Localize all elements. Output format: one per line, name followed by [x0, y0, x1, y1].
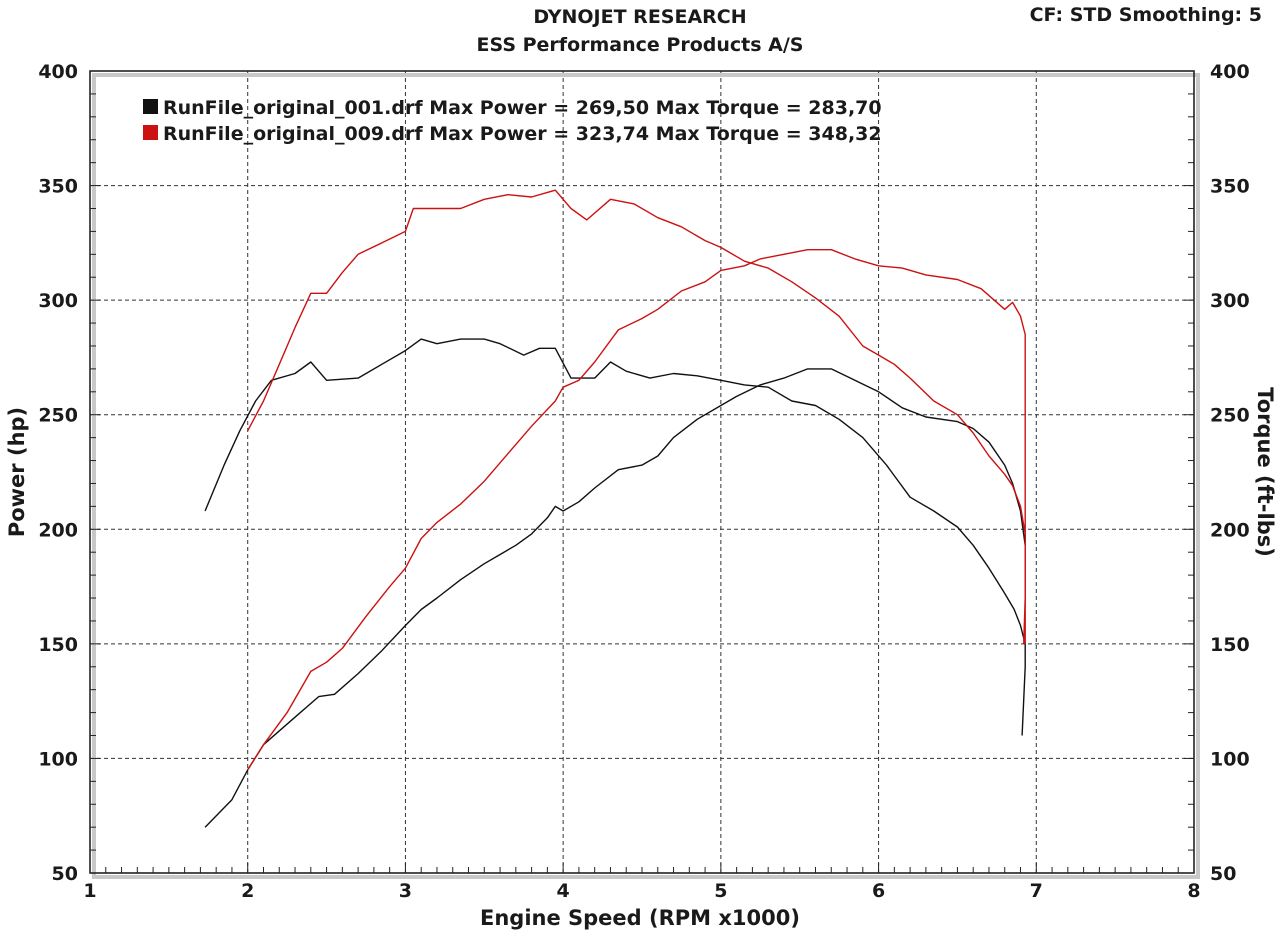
x-axis-label: Engine Speed (RPM x1000): [480, 906, 800, 930]
y-tick-label-left: 300: [38, 290, 78, 312]
legend: RunFile_original_001.drf Max Power = 269…: [143, 97, 882, 145]
y-tick-label-right: 150: [1210, 634, 1250, 656]
series-line-1: [204, 368, 1026, 828]
y-tick-label-right: 100: [1210, 748, 1250, 770]
plot-frame-border: [89, 70, 1195, 874]
y-tick-label-right: 250: [1210, 405, 1250, 427]
y-tick-label-left: 200: [38, 519, 78, 541]
chart-title: DYNOJET RESEARCH: [533, 6, 747, 28]
y-tick-label-left: 100: [38, 748, 78, 770]
x-tick-label: 2: [241, 880, 254, 902]
grid: [90, 71, 1194, 873]
series-line-4: [247, 189, 1026, 644]
x-tick-label: 6: [872, 880, 885, 902]
legend-swatch-1: [143, 99, 158, 114]
settings-readout: CF: STD Smoothing: 5: [1029, 4, 1262, 26]
x-tick-label: 7: [1030, 880, 1043, 902]
y-tick-label-right: 300: [1210, 290, 1250, 312]
x-tick-label: 5: [714, 880, 727, 902]
legend-label-1: RunFile_original_001.drf Max Power = 269…: [163, 97, 882, 119]
y-tick-label-right: 350: [1210, 176, 1250, 198]
x-tick-label: 3: [399, 880, 412, 902]
y-tick-label-left: 350: [38, 176, 78, 198]
ticks: 1 2 3 4 5 6 7 8 50 50 100 100 150 150 200 200 250 250 300 3…: [38, 61, 1249, 902]
series-line-3: [247, 249, 1026, 771]
x-tick-label: 1: [83, 880, 96, 902]
x-tick-label: 8: [1187, 880, 1200, 902]
plot-frame-shadow: [92, 73, 1200, 879]
chart-subtitle: ESS Performance Products A/S: [476, 34, 804, 56]
y-tick-label-right: 200: [1210, 519, 1250, 541]
y-tick-label-right: 400: [1210, 61, 1250, 83]
legend-label-2: RunFile_original_009.drf Max Power = 323…: [163, 123, 882, 145]
series-line-2: [204, 338, 1026, 736]
y-tick-label-left: 50: [52, 863, 78, 885]
y-axis-label-right: Torque (ft-lbs): [1253, 387, 1277, 557]
y-tick-label-left: 400: [38, 61, 78, 83]
y-tick-label-left: 250: [38, 405, 78, 427]
x-tick-label: 4: [557, 880, 570, 902]
y-tick-label-left: 150: [38, 634, 78, 656]
series-layer: [204, 189, 1026, 828]
legend-swatch-2: [143, 125, 158, 140]
y-axis-label-left: Power (hp): [5, 407, 29, 537]
y-tick-label-right: 50: [1210, 863, 1236, 885]
